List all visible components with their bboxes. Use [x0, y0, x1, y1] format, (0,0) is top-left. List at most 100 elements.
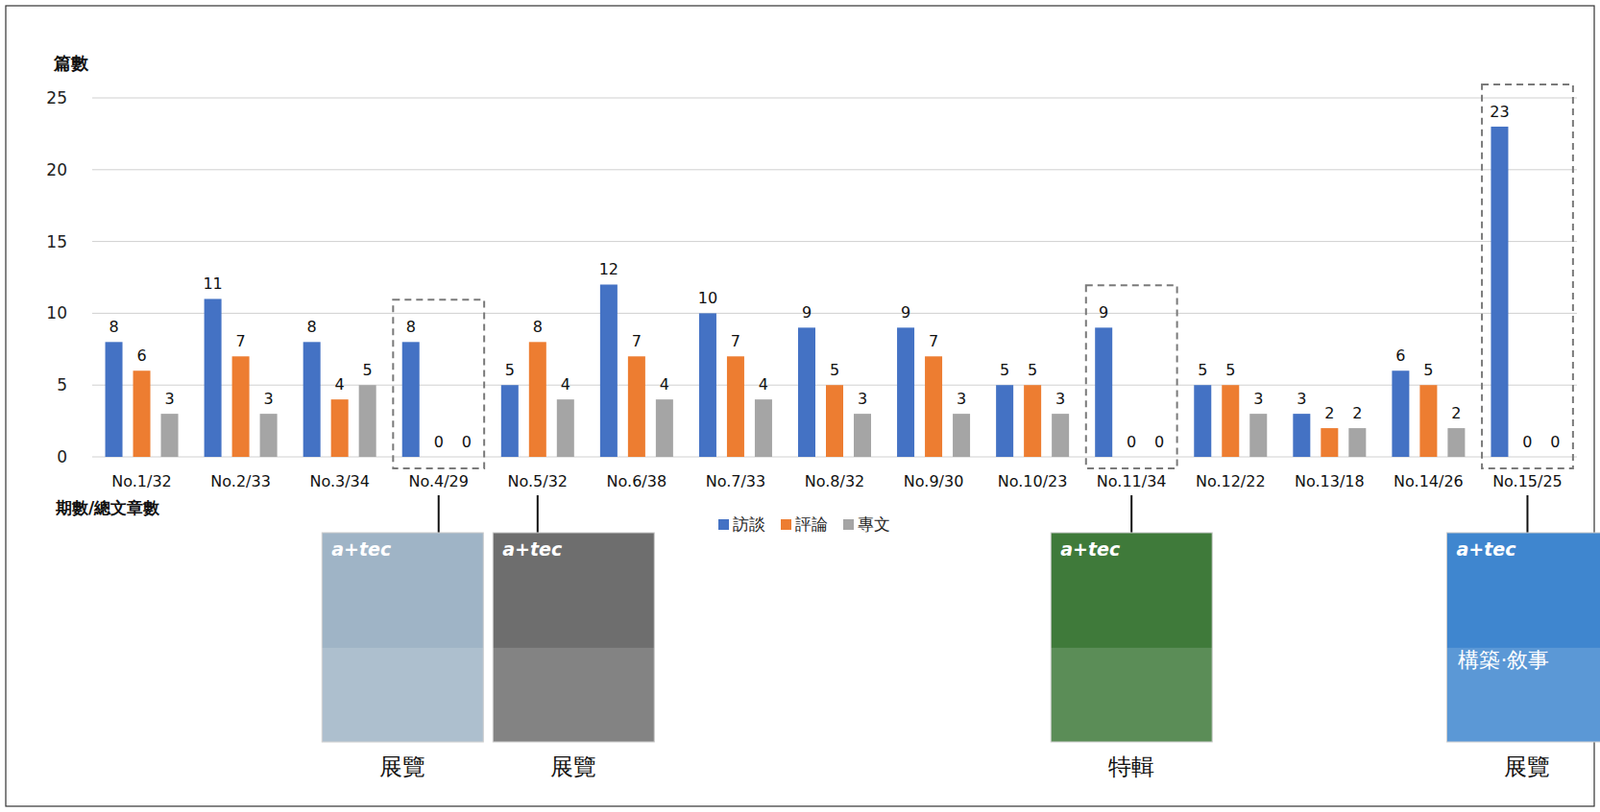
bar: [1419, 385, 1437, 458]
data-label: 4: [335, 375, 345, 394]
data-label: 8: [307, 317, 317, 337]
data-label: 10: [698, 289, 718, 308]
y-tick-label: 25: [46, 88, 68, 108]
highlight-box: [392, 299, 485, 469]
y-tick-label: 20: [46, 160, 68, 180]
x-tick-label: No.11/34: [1096, 472, 1167, 491]
data-label: 0: [1154, 433, 1164, 452]
bar: [1391, 370, 1409, 458]
bar: [628, 356, 646, 458]
data-label: 2: [1451, 404, 1461, 423]
bar: [754, 399, 773, 458]
highlight-box: [1481, 84, 1574, 469]
grid-line: [92, 97, 1577, 99]
bar: [1447, 428, 1465, 458]
y-tick-label: 10: [46, 303, 68, 323]
bar: [952, 413, 970, 458]
data-label: 9: [801, 303, 812, 322]
data-label: 3: [956, 389, 967, 409]
cover-shade: [1446, 648, 1600, 743]
bar: [1150, 457, 1168, 459]
x-axis-title: 期數/總文章數: [54, 498, 161, 518]
legend-label: 評論: [795, 514, 828, 534]
data-label: 5: [363, 361, 373, 380]
grid-line: [92, 313, 1577, 315]
bar: [995, 385, 1014, 458]
cover-image: [321, 533, 484, 743]
data-label: 0: [461, 433, 472, 452]
bar: [600, 284, 618, 458]
data-label: 3: [164, 389, 174, 409]
highlight-box: [1086, 285, 1178, 469]
x-tick-label: No.6/38: [606, 472, 668, 491]
legend: 訪談評論專文: [718, 514, 891, 534]
cover-title: a+tec: [1060, 538, 1121, 560]
data-label: 6: [1395, 346, 1406, 365]
annotation-label: 特輯: [1108, 753, 1155, 781]
data-label: 4: [659, 375, 670, 394]
bar: [1490, 126, 1508, 458]
y-axis-title: 篇數: [52, 52, 90, 73]
bar: [853, 413, 872, 458]
data-label: 3: [1055, 389, 1066, 409]
data-label: 8: [108, 317, 119, 337]
y-tick-label: 5: [56, 375, 68, 395]
cover-title: a+tec: [1455, 538, 1517, 560]
data-label: 0: [434, 433, 444, 452]
x-tick-label: No.9/30: [903, 472, 965, 491]
bar: [896, 327, 915, 458]
data-label: 3: [1296, 389, 1307, 409]
x-tick-label: No.13/18: [1294, 472, 1365, 491]
bar: [529, 341, 547, 458]
data-label: 5: [1225, 361, 1236, 380]
x-tick-label: No.7/33: [705, 472, 767, 491]
x-tick-label: No.15/25: [1492, 472, 1563, 491]
legend-swatch: [843, 519, 854, 531]
data-label: 5: [1197, 361, 1208, 380]
data-label: 5: [1423, 361, 1433, 380]
data-label: 5: [1027, 361, 1038, 380]
bar: [1094, 327, 1113, 458]
leader-line: [1526, 495, 1528, 534]
bar: [1122, 457, 1140, 459]
x-tick-label: No.8/32: [804, 472, 866, 491]
legend-swatch: [718, 519, 729, 531]
cover: a+tec: [321, 533, 484, 743]
bar: [105, 341, 123, 458]
bar: [1023, 385, 1042, 458]
data-label: 3: [857, 389, 868, 409]
y-tick-label: 0: [56, 447, 68, 467]
bar: [798, 327, 816, 458]
bar: [727, 356, 745, 458]
bar: [924, 356, 943, 458]
bar: [1518, 457, 1536, 459]
annotation-label: 展覽: [1503, 753, 1551, 781]
leader-line: [1130, 495, 1133, 534]
data-label: 7: [928, 332, 939, 351]
frame: [5, 5, 1595, 807]
data-label: 12: [599, 260, 619, 279]
bar: [204, 298, 222, 458]
data-label: 0: [1550, 433, 1560, 452]
bar: [133, 370, 151, 458]
x-tick-label: No.10/23: [997, 472, 1068, 491]
cover-image: [1446, 533, 1600, 743]
bar: [557, 399, 575, 458]
data-label: 0: [1522, 433, 1532, 452]
data-label: 7: [236, 332, 246, 351]
x-tick-label: No.14/26: [1393, 472, 1464, 491]
data-label: 2: [1324, 404, 1334, 423]
bar: [458, 457, 476, 459]
x-tick-label: No.3/34: [309, 472, 370, 491]
cover-shade: [492, 648, 655, 743]
bar: [825, 385, 844, 458]
data-label: 4: [560, 375, 571, 394]
annotation-label: 展覽: [379, 753, 426, 781]
cover-text: 構築·敘事: [1457, 648, 1550, 673]
grid-line: [92, 241, 1577, 243]
bars: [105, 126, 1509, 458]
grid-line: [92, 169, 1577, 170]
x-tick-label: No.5/32: [508, 472, 569, 491]
bar: [1320, 428, 1338, 458]
data-label: 2: [1352, 404, 1362, 423]
